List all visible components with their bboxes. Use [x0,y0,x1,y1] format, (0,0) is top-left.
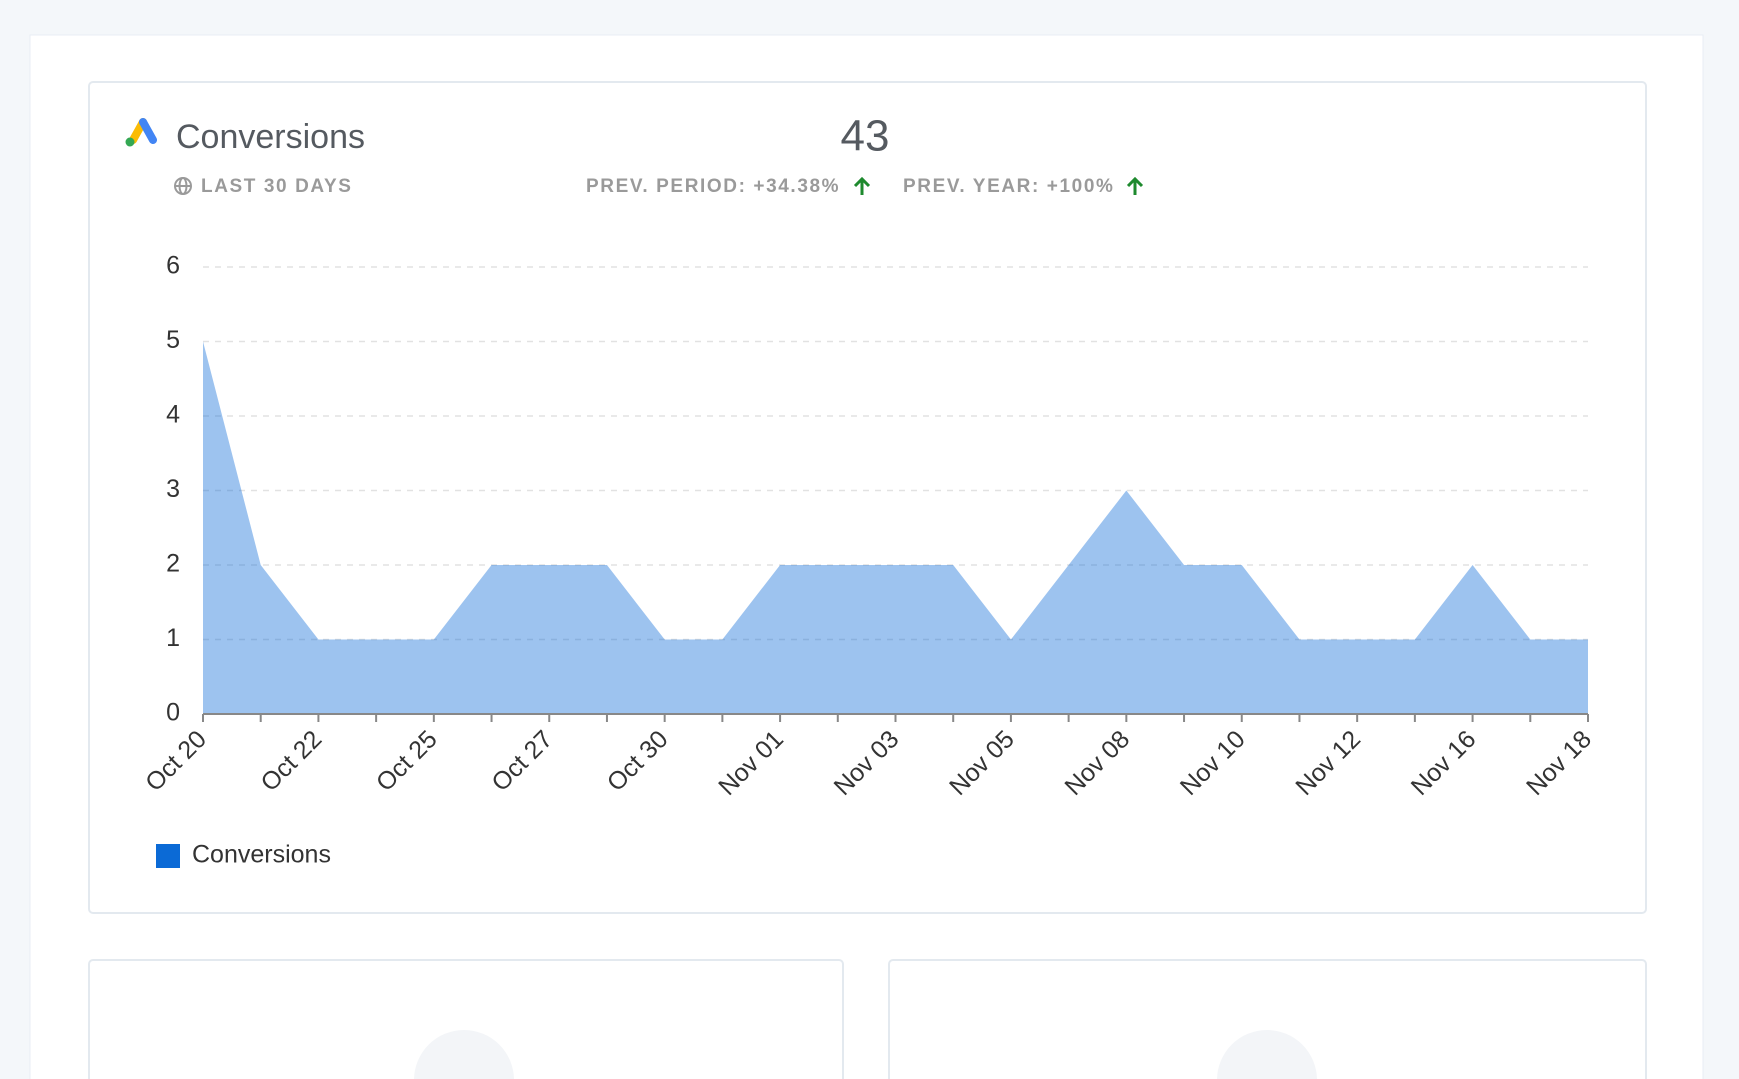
chart-card [88,81,1647,914]
up-arrow [853,176,871,195]
card [88,959,844,1079]
up-arrow [1126,176,1144,195]
icon-bg [414,1030,514,1079]
y-tick-label: 5 [166,326,180,354]
legend-label: Conversions [192,841,331,869]
y-tick-label: 0 [166,699,180,727]
y-tick-label: 6 [166,252,180,280]
icon-bg [1217,1030,1317,1079]
card-title: Conversions [176,118,365,156]
prev-year: PREV. YEAR: +100% [903,176,1115,197]
y-tick-label: 2 [166,550,180,578]
y-tick-label: 3 [166,475,180,503]
prev-period: PREV. PERIOD: +34.38% [586,176,840,197]
y-tick-label: 1 [166,624,180,652]
legend-swatch [156,844,180,868]
total: 43 [841,112,890,161]
area [203,341,1588,714]
card [888,959,1647,1079]
period: LAST 30 DAYS [201,176,353,197]
ads-logo [125,118,157,147]
globe-icon [174,177,192,195]
y-tick-label: 4 [166,401,180,429]
